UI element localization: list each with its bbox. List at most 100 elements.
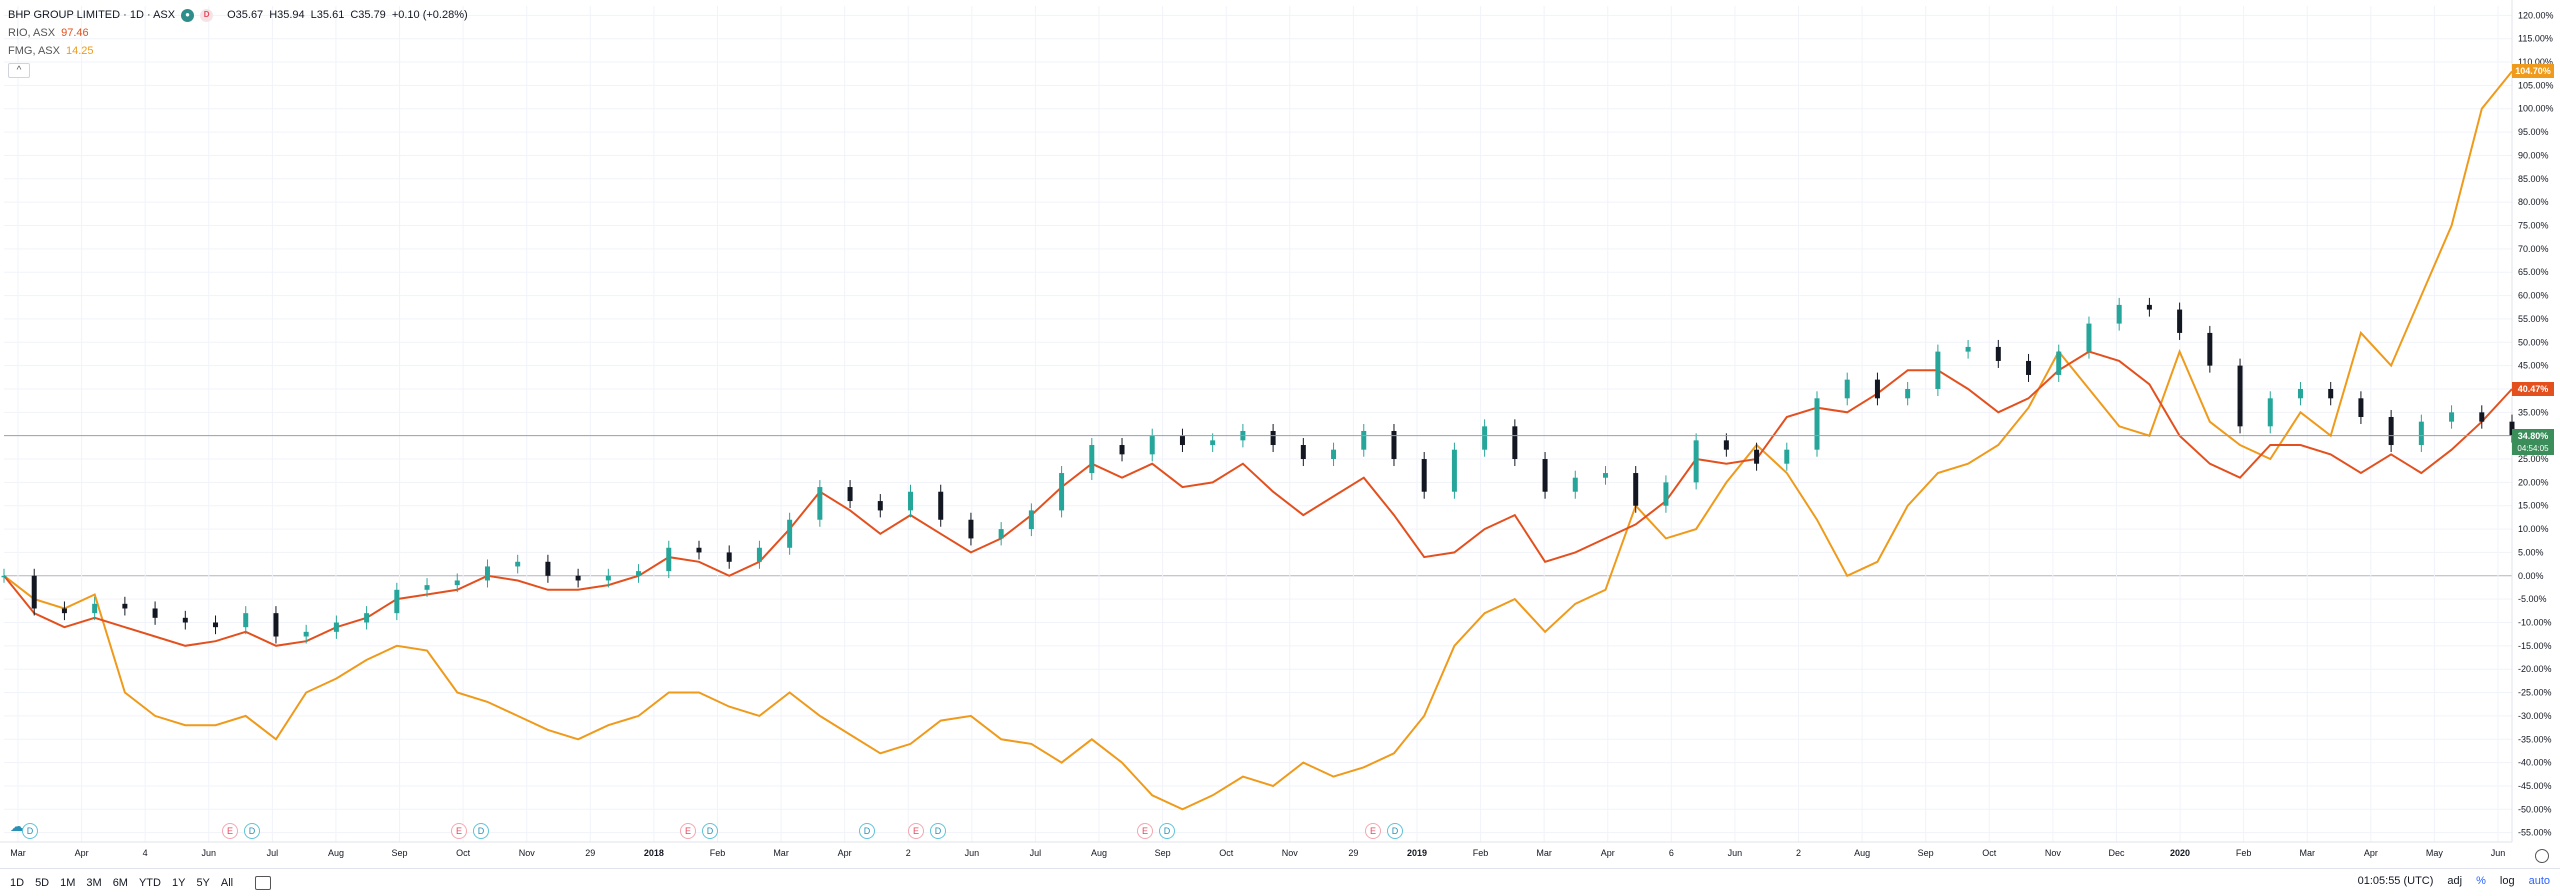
bhp-candle[interactable]: [273, 613, 279, 637]
utc-clock[interactable]: 01:05:55 (UTC): [2357, 875, 2434, 887]
legend-rio-row[interactable]: RIO, ASX 97.46: [8, 24, 468, 42]
bhp-candle[interactable]: [908, 491, 914, 511]
bhp-candle[interactable]: [1633, 473, 1639, 506]
bhp-candle[interactable]: [2177, 309, 2183, 333]
bhp-candle[interactable]: [2207, 332, 2213, 366]
bhp-candle[interactable]: [2267, 398, 2273, 427]
bhp-candle[interactable]: [2056, 351, 2062, 375]
bhp-candle[interactable]: [968, 519, 974, 539]
timeframe-6m[interactable]: 6M: [112, 876, 128, 889]
bhp-candle[interactable]: [1844, 379, 1850, 399]
bhp-candle[interactable]: [2328, 388, 2334, 399]
bhp-candle[interactable]: [31, 575, 37, 609]
bhp-candle[interactable]: [1602, 473, 1608, 478]
timeframe-5y[interactable]: 5Y: [196, 876, 210, 889]
bhp-candle[interactable]: [333, 622, 339, 632]
bhp-candle[interactable]: [575, 575, 581, 581]
bhp-candle[interactable]: [1391, 431, 1397, 460]
bhp-candle[interactable]: [1814, 398, 1820, 450]
eye-icon[interactable]: ●: [181, 8, 195, 22]
bhp-candle[interactable]: [484, 566, 490, 581]
timeframe-all[interactable]: All: [220, 876, 234, 889]
dividend-event-badge[interactable]: D: [244, 823, 260, 839]
bhp-candle[interactable]: [1905, 388, 1911, 399]
earnings-event-badge[interactable]: E: [680, 823, 696, 839]
dividend-event-badge[interactable]: D: [22, 823, 38, 839]
bhp-candle[interactable]: [61, 608, 67, 614]
dividend-event-badge[interactable]: D: [1387, 823, 1403, 839]
chart-canvas[interactable]: -55.00% -50.00% -45.00% -40.00% -35.00% -30.0…: [0, 0, 2560, 868]
bhp-candle[interactable]: [696, 547, 702, 553]
dividend-event-badge[interactable]: D: [1159, 823, 1175, 839]
bhp-candle[interactable]: [303, 631, 309, 637]
bhp-candle[interactable]: [1874, 379, 1880, 399]
bhp-candle[interactable]: [1965, 346, 1971, 352]
bhp-candle[interactable]: [726, 552, 732, 562]
bhp-candle[interactable]: [1421, 459, 1427, 492]
bhp-candle[interactable]: [424, 585, 430, 590]
bhp-candle[interactable]: [515, 561, 521, 567]
bhp-candle[interactable]: [1995, 346, 2001, 361]
earnings-event-badge[interactable]: E: [1365, 823, 1381, 839]
bhp-candle[interactable]: [877, 501, 883, 511]
bhp-candle[interactable]: [1210, 440, 1216, 446]
bhp-candle[interactable]: [998, 529, 1004, 539]
bhp-candle[interactable]: [666, 547, 672, 572]
bhp-candle[interactable]: [817, 487, 823, 520]
bhp-candle[interactable]: [1179, 435, 1185, 446]
bhp-candle[interactable]: [1, 575, 7, 578]
bhp-candle[interactable]: [2297, 388, 2303, 399]
bhp-candle[interactable]: [1028, 510, 1034, 530]
bhp-candle[interactable]: [1512, 426, 1518, 460]
percent-toggle[interactable]: %: [2476, 875, 2486, 887]
bhp-candle[interactable]: [1784, 449, 1790, 464]
dividend-event-badge[interactable]: D: [702, 823, 718, 839]
bhp-candle[interactable]: [2358, 398, 2364, 417]
bhp-candle[interactable]: [152, 608, 158, 618]
bhp-candle[interactable]: [545, 561, 551, 576]
bhp-candle[interactable]: [787, 519, 793, 548]
bhp-candle[interactable]: [1754, 449, 1760, 464]
bhp-candle[interactable]: [756, 547, 762, 562]
bhp-candle[interactable]: [1935, 351, 1941, 389]
dividend-event-badge[interactable]: D: [859, 823, 875, 839]
bhp-candle[interactable]: [1572, 477, 1578, 492]
bhp-candle[interactable]: [1723, 440, 1729, 450]
bhp-candle[interactable]: [1089, 445, 1095, 474]
bhp-candle[interactable]: [1451, 449, 1457, 492]
timeframe-1d[interactable]: 1D: [10, 876, 25, 889]
bhp-candle[interactable]: [1542, 459, 1548, 492]
bhp-candle[interactable]: [1119, 445, 1125, 455]
earnings-event-badge[interactable]: E: [908, 823, 924, 839]
adj-toggle[interactable]: adj: [2447, 875, 2463, 887]
bhp-candle[interactable]: [454, 580, 460, 586]
dividend-event-badge[interactable]: D: [473, 823, 489, 839]
bhp-candle[interactable]: [2086, 323, 2092, 352]
collapse-legend-button[interactable]: ^: [8, 63, 30, 78]
bhp-candle[interactable]: [213, 622, 219, 628]
bhp-candle[interactable]: [394, 589, 400, 614]
timeframe-ytd[interactable]: YTD: [138, 876, 161, 889]
timeframe-1m[interactable]: 1M: [60, 876, 76, 889]
earnings-event-badge[interactable]: E: [222, 823, 238, 839]
bhp-candle[interactable]: [1059, 473, 1065, 511]
log-toggle[interactable]: log: [2499, 875, 2515, 887]
bhp-candle[interactable]: [1482, 426, 1488, 450]
timeframe-5d[interactable]: 5D: [35, 876, 50, 889]
bhp-candle[interactable]: [2449, 412, 2455, 422]
dividend-flag-icon[interactable]: D: [200, 8, 214, 22]
symbol-title[interactable]: BHP GROUP LIMITED · 1D · ASX: [8, 9, 176, 21]
bhp-candle[interactable]: [1270, 431, 1276, 446]
timeframe-3m[interactable]: 3M: [86, 876, 102, 889]
bhp-candle[interactable]: [1300, 445, 1306, 460]
bhp-candle[interactable]: [1693, 440, 1699, 483]
bhp-candle[interactable]: [364, 613, 370, 623]
bhp-candle[interactable]: [1663, 482, 1669, 506]
earnings-event-badge[interactable]: E: [451, 823, 467, 839]
bhp-candle[interactable]: [605, 575, 611, 581]
bhp-candle[interactable]: [2146, 304, 2152, 310]
bhp-candle[interactable]: [182, 617, 188, 623]
bhp-candle[interactable]: [847, 487, 853, 502]
calendar-icon[interactable]: [255, 875, 272, 890]
bhp-candle[interactable]: [1331, 449, 1337, 460]
